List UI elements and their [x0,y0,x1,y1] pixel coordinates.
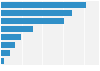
Bar [1,26,33,32]
Bar [1,34,21,40]
Bar [1,2,86,8]
Bar [1,42,15,48]
Bar [1,18,64,24]
Bar [1,58,4,64]
Bar [1,10,72,16]
Bar [1,50,10,56]
